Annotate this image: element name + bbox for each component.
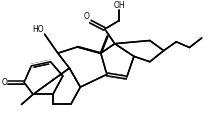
Text: OH: OH (114, 1, 125, 10)
Text: O: O (1, 78, 7, 87)
Text: HO: HO (33, 25, 44, 34)
Text: O: O (84, 12, 90, 21)
